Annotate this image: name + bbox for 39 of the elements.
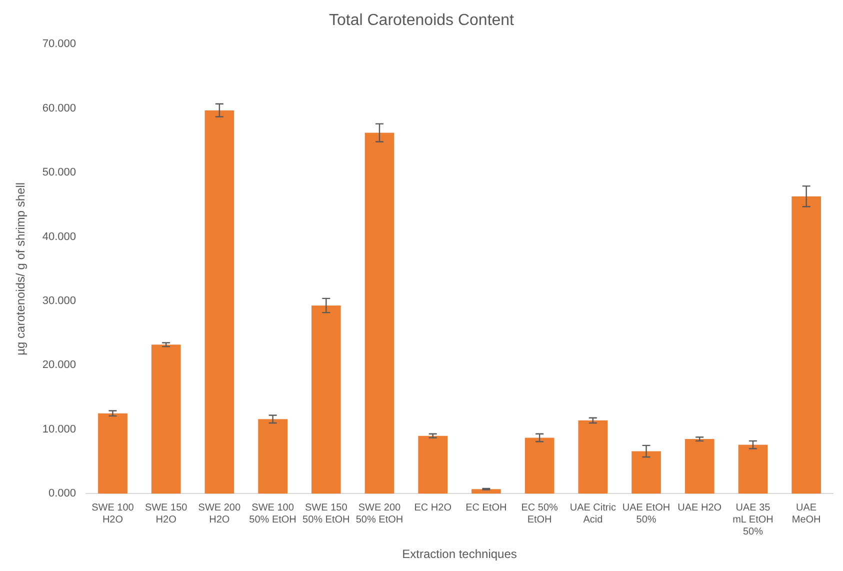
bar <box>258 419 288 494</box>
x-tick-label: UAE H2O <box>678 502 722 514</box>
x-tick-label: SWE 150 H2O <box>144 502 188 526</box>
x-tick-label: SWE 100 H2O <box>92 502 134 526</box>
bar <box>632 451 661 494</box>
x-tick-label: SWE 100 50% EtOH <box>249 502 296 526</box>
bar <box>472 489 501 494</box>
y-tick-label: 10.000 <box>42 423 76 436</box>
bar <box>151 344 181 494</box>
x-tick-label: EC 50% EtOH <box>521 502 558 526</box>
y-tick-label: 70.000 <box>42 38 76 50</box>
x-tick-label: SWE 150 50% EtOH <box>302 502 350 526</box>
y-tick-label: 60.000 <box>42 102 76 114</box>
bar <box>418 436 448 494</box>
bar <box>524 438 554 494</box>
bar <box>792 196 821 494</box>
bar <box>364 132 394 494</box>
x-tick-label: SWE 200 50% EtOH <box>356 502 404 526</box>
x-tick-label: UAE MeOH <box>792 502 821 526</box>
y-tick-label: 40.000 <box>42 230 76 243</box>
y-tick-label: 30.000 <box>42 295 76 308</box>
x-axis-title: Extraction techniques <box>402 547 517 562</box>
chart-title: Total Carotenoids Content <box>329 12 515 30</box>
x-tick-label: UAE 35 mL EtOH 50% <box>732 502 774 538</box>
x-tick-label: SWE 200 H2O <box>198 502 241 526</box>
bar <box>578 420 608 494</box>
bar <box>204 110 234 494</box>
bar <box>738 444 768 494</box>
x-tick-label: EC EtOH <box>466 502 507 514</box>
y-tick-label: 50.000 <box>42 166 76 179</box>
y-axis-title: µg carotenoids/ g of shrimp shell <box>14 182 28 356</box>
x-tick-label: UAE EtOH 50% <box>622 502 670 526</box>
bar <box>684 439 714 494</box>
y-tick-label: 0.000 <box>48 488 76 500</box>
bar <box>98 413 128 494</box>
bar <box>311 305 341 494</box>
y-tick-label: 20.000 <box>42 359 76 372</box>
x-tick-label: UAE Citric Acid <box>570 502 616 526</box>
x-tick-label: EC H2O <box>414 502 452 514</box>
